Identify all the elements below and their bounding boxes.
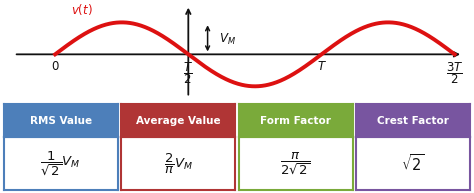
Text: $\dfrac{1}{\sqrt{2}}V_M$: $\dfrac{1}{\sqrt{2}}V_M$ — [40, 149, 81, 178]
Text: $v(t)$: $v(t)$ — [71, 2, 93, 17]
Text: Average Value: Average Value — [136, 116, 220, 125]
Text: $V_M$: $V_M$ — [219, 32, 236, 47]
Text: Crest Factor: Crest Factor — [377, 116, 449, 125]
Text: Form Factor: Form Factor — [260, 116, 331, 125]
Text: $\dfrac{T}{2}$: $\dfrac{T}{2}$ — [183, 60, 193, 86]
Text: $0$: $0$ — [51, 60, 59, 73]
Text: $T$: $T$ — [317, 60, 327, 73]
Text: $\dfrac{\pi}{2\sqrt{2}}$: $\dfrac{\pi}{2\sqrt{2}}$ — [281, 150, 311, 177]
Text: $\dfrac{2}{\pi}V_M$: $\dfrac{2}{\pi}V_M$ — [164, 152, 192, 176]
Text: RMS Value: RMS Value — [29, 116, 92, 125]
Text: $\dfrac{3T}{2}$: $\dfrac{3T}{2}$ — [446, 60, 464, 86]
Text: $\sqrt{2}$: $\sqrt{2}$ — [401, 153, 425, 174]
